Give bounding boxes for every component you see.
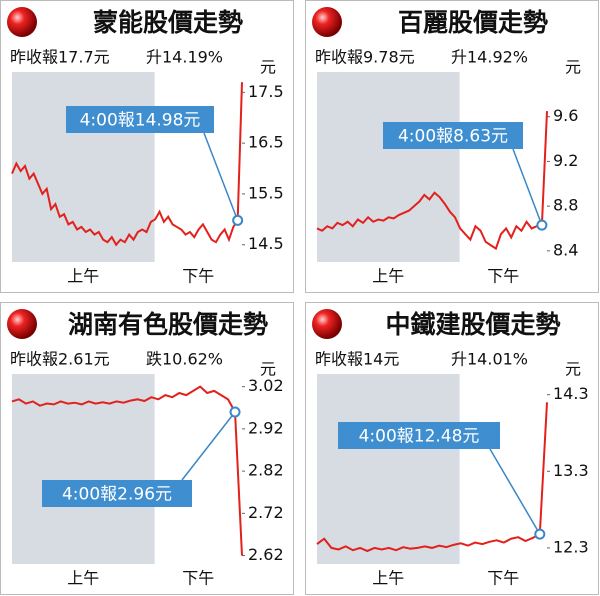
y-tick-label: 12.3: [553, 537, 589, 556]
panel-border: [305, 0, 599, 293]
callout-text: 4:00報8.63元: [398, 127, 508, 147]
change: 跌10.62%: [146, 350, 223, 369]
prev-close: 昨收報9.78元: [315, 48, 415, 67]
y-tick-label: 9.6: [553, 106, 578, 125]
session-label: 下午: [182, 267, 214, 286]
session-label: 上午: [67, 267, 99, 286]
icon: [7, 309, 37, 339]
change: 升14.01%: [451, 350, 528, 369]
callout-box: [42, 480, 192, 507]
session-label: 下午: [487, 569, 519, 588]
morning-shade: [12, 72, 155, 262]
y-tick-label: 17.5: [248, 82, 284, 101]
panel-title: 百麗股價走勢: [398, 8, 548, 37]
panel-border: [305, 302, 599, 595]
callout-point: [229, 406, 241, 418]
callout-box: [338, 422, 500, 449]
change: 升14.92%: [451, 48, 528, 67]
y-tick-label: 8.4: [553, 240, 578, 259]
price-line: [11, 385, 243, 556]
prev-close: 昨收報14元: [315, 350, 399, 369]
unit: 元: [260, 58, 276, 77]
y-tick-label: 9.2: [553, 151, 578, 170]
session-label: 上午: [67, 569, 99, 588]
prev-close: 昨收報2.61元: [10, 350, 110, 369]
morning-shade: [317, 374, 460, 564]
morning-shade: [12, 374, 155, 564]
callout-text: 4:00報2.96元: [62, 485, 172, 505]
y-tick-label: 2.82: [248, 461, 284, 480]
callout-point: [536, 219, 548, 231]
callout-box: [66, 106, 214, 133]
session-label: 上午: [372, 569, 404, 588]
price-line: [316, 402, 548, 553]
session-label: 上午: [372, 267, 404, 286]
y-tick-label: 3.02: [248, 376, 284, 395]
callout-point: [232, 214, 244, 226]
icon: [312, 309, 342, 339]
y-tick-label: 2.62: [248, 545, 284, 564]
y-tick-label: 2.92: [248, 418, 284, 437]
callout-box: [383, 122, 523, 149]
panel-title: 中鐵建股價走勢: [385, 310, 560, 339]
callout-text: 4:00報14.98元: [80, 111, 201, 131]
icon: [312, 7, 342, 37]
change: 升14.19%: [146, 48, 223, 67]
session-label: 下午: [182, 569, 214, 588]
y-tick-label: 14.5: [248, 234, 284, 253]
y-tick-label: 16.5: [248, 133, 284, 152]
y-tick-label: 14.3: [553, 384, 589, 403]
panel-title: 蒙能股價走勢: [93, 8, 243, 37]
y-tick-label: 8.8: [553, 196, 578, 215]
icon: [7, 7, 37, 37]
callout-line: [489, 448, 541, 535]
callout-text: 4:00報12.48元: [359, 427, 480, 447]
price-line: [11, 82, 243, 247]
callout-point: [534, 528, 546, 540]
unit: 元: [260, 360, 276, 379]
morning-shade: [317, 72, 460, 262]
panel-border: [0, 302, 294, 595]
panel-border: [0, 0, 294, 293]
panel-title: 湖南有色股價走勢: [68, 310, 268, 339]
callout-line: [203, 132, 239, 221]
y-tick-label: 15.5: [248, 183, 284, 202]
session-label: 下午: [487, 267, 519, 286]
callout-line: [181, 411, 236, 481]
unit: 元: [565, 360, 581, 379]
prev-close: 昨收報17.7元: [10, 48, 110, 67]
price-line: [316, 111, 548, 251]
y-tick-label: 13.3: [553, 461, 589, 480]
y-tick-label: 2.72: [248, 503, 284, 522]
unit: 元: [565, 58, 581, 77]
callout-line: [512, 148, 543, 226]
